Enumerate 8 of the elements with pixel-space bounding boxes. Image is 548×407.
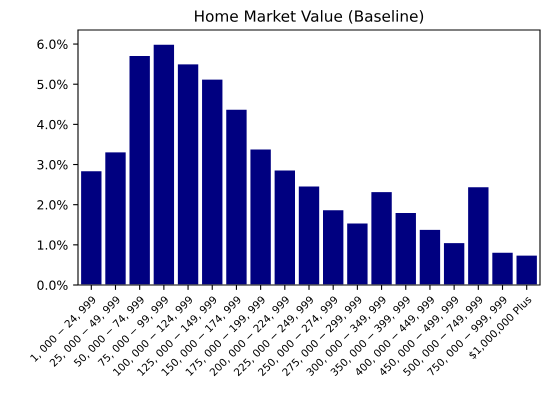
y-tick-label: 0.0% (37, 280, 68, 290)
y-tick-label: 2.0% (37, 200, 68, 210)
chart-title: Home Market Value (Baseline) (195, 10, 424, 24)
y-tick-label: 1.0% (38, 240, 68, 250)
y-tick-label: 3.0% (37, 160, 68, 170)
y-tick-label: 4.0% (37, 120, 68, 130)
y-tick-label: 5.0% (37, 80, 68, 90)
y-tick-label: 6.0% (37, 40, 68, 49)
